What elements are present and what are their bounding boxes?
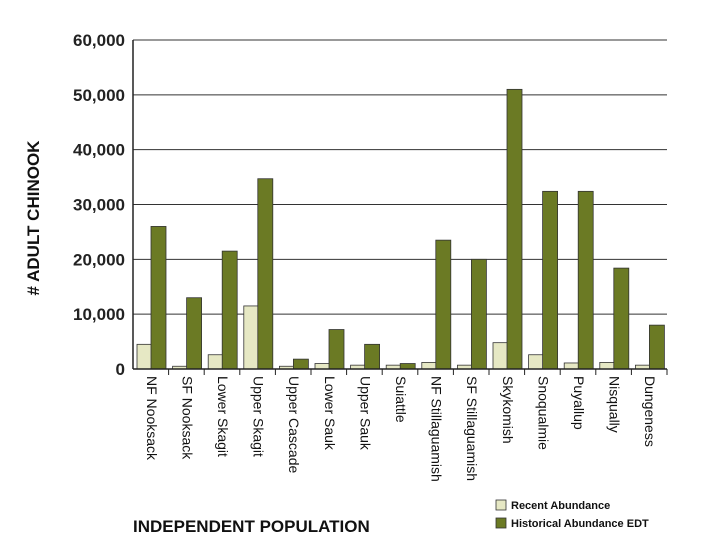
bar-historical-abundance bbox=[292, 358, 309, 370]
bar-recent-abundance bbox=[492, 342, 509, 370]
x-tick-label: SF Stillaguamish bbox=[464, 376, 480, 481]
bar-historical-abundance bbox=[186, 297, 203, 370]
bar-historical-abundance bbox=[470, 258, 487, 370]
x-tick-label: Snoqualmie bbox=[535, 376, 551, 450]
y-tick-label: 40,000 bbox=[73, 141, 125, 160]
legend-label: Historical Abundance EDT bbox=[511, 518, 649, 530]
x-tick-label: Puyallup bbox=[571, 376, 587, 430]
x-tick-label: Skykomish bbox=[500, 376, 516, 444]
bar-historical-abundance bbox=[506, 88, 523, 370]
y-tick-label: 30,000 bbox=[73, 196, 125, 215]
bar-historical-abundance bbox=[364, 343, 381, 370]
x-tick-label: Dungeness bbox=[642, 376, 658, 447]
bar-historical-abundance bbox=[649, 324, 665, 370]
y-axis-title: # ADULT CHINOOK bbox=[24, 140, 43, 296]
legend-swatch bbox=[495, 517, 507, 529]
x-tick-label: Suiattle bbox=[393, 376, 409, 423]
legend-swatch bbox=[495, 499, 507, 511]
bar-historical-abundance bbox=[613, 267, 630, 370]
bar-historical-abundance bbox=[257, 178, 274, 370]
bar-historical-abundance bbox=[221, 250, 238, 370]
bar-historical-abundance bbox=[435, 239, 452, 370]
bar-recent-abundance bbox=[314, 363, 331, 370]
legend: Recent Abundance Historical Abundance EDT bbox=[495, 499, 649, 530]
bar-historical-abundance bbox=[150, 226, 167, 370]
bar-recent-abundance bbox=[136, 343, 153, 370]
bar-recent-abundance bbox=[528, 354, 544, 370]
x-tick-label: Upper Cascade bbox=[286, 376, 302, 473]
x-tick-label: Lower Skagit bbox=[215, 376, 231, 457]
y-tick-label: 60,000 bbox=[73, 31, 125, 50]
bars bbox=[136, 88, 665, 370]
x-tick-label: Lower Sauk bbox=[322, 376, 338, 451]
legend-label: Recent Abundance bbox=[511, 500, 610, 512]
y-tick-label: 50,000 bbox=[73, 86, 125, 105]
x-tick-label: Upper Sauk bbox=[357, 376, 373, 451]
bar-recent-abundance bbox=[207, 354, 224, 370]
y-tick-label: 10,000 bbox=[73, 305, 125, 324]
x-tick-label: Upper Skagit bbox=[251, 376, 267, 457]
x-tick-label: SF Nooksack bbox=[179, 376, 195, 460]
bar-historical-abundance bbox=[542, 190, 558, 370]
bar-recent-abundance bbox=[599, 362, 616, 370]
x-axis-title: INDEPENDENT POPULATION bbox=[133, 517, 370, 536]
bar-historical-abundance bbox=[328, 329, 345, 370]
y-tick-label: 0 bbox=[116, 360, 125, 379]
y-tick-label: 20,000 bbox=[73, 250, 125, 269]
bar-historical-abundance bbox=[577, 190, 594, 370]
bar-historical-abundance bbox=[399, 363, 416, 370]
bar-recent-abundance bbox=[421, 362, 438, 370]
x-axis-ticks: NF Nooksack SF Nooksack Lower Skagit Upper … bbox=[144, 369, 668, 482]
bar-recent-abundance bbox=[563, 362, 580, 370]
y-axis-ticks: 0 10,000 20,000 30,000 40,000 50,000 60,000 bbox=[73, 31, 125, 379]
bar-recent-abundance bbox=[243, 305, 260, 370]
x-tick-label: NF Stillaguamish bbox=[429, 376, 445, 482]
x-tick-label: Nisqually bbox=[607, 376, 623, 433]
x-tick-label: NF Nooksack bbox=[144, 376, 160, 461]
